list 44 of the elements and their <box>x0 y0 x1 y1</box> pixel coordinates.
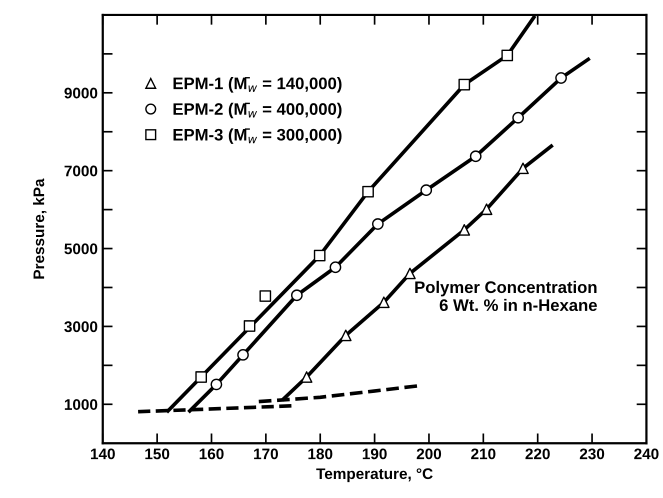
x-tick-label: 190 <box>362 448 387 460</box>
x-tick-label: 240 <box>634 448 659 460</box>
point <box>210 378 222 390</box>
point <box>372 218 384 230</box>
point <box>555 72 567 84</box>
x-tick-label: 200 <box>416 448 442 460</box>
point <box>244 320 256 332</box>
x-tick-label: 180 <box>308 448 332 460</box>
x-tick-label: 160 <box>200 448 224 460</box>
x-tick-label: 170 <box>254 448 278 460</box>
point <box>512 112 524 124</box>
point <box>458 78 470 90</box>
point <box>314 250 326 262</box>
x-tick-label: 140 <box>90 448 115 460</box>
x-axis-title: Temperature, °C <box>316 468 433 482</box>
point <box>470 150 482 162</box>
point <box>300 371 312 383</box>
point <box>458 224 470 236</box>
annotation: Polymer Concentration 6 Wt. % in n-Hexane <box>415 280 597 312</box>
y-tick-label: 3000 <box>64 321 98 332</box>
point <box>340 330 352 342</box>
y-axis-title: Pressure, kPa <box>33 178 46 279</box>
legend-label: EPM-3 (M̄$_{w}$ = 300,000) <box>174 128 342 144</box>
point <box>480 203 492 216</box>
point <box>501 50 514 62</box>
point <box>195 371 208 383</box>
x-tick-label: 230 <box>580 448 604 460</box>
point <box>259 290 272 302</box>
x-tick-label: 210 <box>471 448 496 460</box>
y-tick-label: 5000 <box>64 243 98 254</box>
point <box>330 261 342 274</box>
legend-label: EPM-2 (M̄$_{w}$ = 400,000) <box>174 102 342 118</box>
point <box>404 268 416 280</box>
point <box>362 186 374 198</box>
y-tick-label: 7000 <box>64 166 98 176</box>
point <box>517 162 529 174</box>
point <box>420 184 432 196</box>
legend-label: EPM-1 (M̄$_{w}$ = 140,000) <box>174 77 342 93</box>
x-tick-label: 220 <box>525 448 550 460</box>
y-tick-label: 9000 <box>64 88 98 98</box>
point <box>237 348 249 361</box>
x-tick-label: 150 <box>145 448 170 460</box>
y-tick-label: 1000 <box>64 399 98 410</box>
point <box>291 289 303 302</box>
